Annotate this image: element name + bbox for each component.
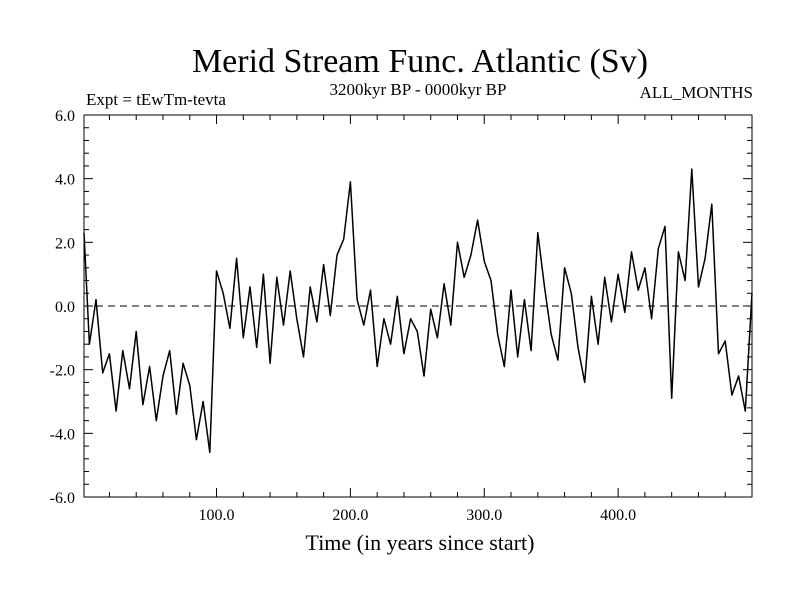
axis-ticks: 100.0 200.0 300.0 400.0 -6.0 -4.0 -2.0 0.0 2.0 4.… [50, 108, 752, 524]
chart-title: Merid Stream Func. Atlantic (Sv) [192, 43, 648, 80]
y-tick-label: -2.0 [50, 363, 75, 380]
y-tick-label: -4.0 [50, 426, 75, 443]
x-tick-label: 200.0 [332, 507, 368, 524]
x-tick-label: 300.0 [466, 507, 502, 524]
experiment-label: Expt = tEwTm-tevta [86, 90, 226, 109]
x-axis-title: Time (in years since start) [306, 530, 535, 555]
plot-frame [83, 114, 753, 498]
series-line [83, 168, 753, 454]
x-tick-label: 400.0 [600, 507, 636, 524]
y-tick-label: 4.0 [55, 172, 75, 189]
y-tick-label: 2.0 [55, 235, 75, 252]
months-label: ALL_MONTHS [640, 83, 753, 102]
y-tick-label: 0.0 [55, 299, 75, 316]
x-tick-label: 100.0 [199, 507, 235, 524]
time-range-label: 3200kyr BP - 0000kyr BP [330, 80, 507, 99]
y-tick-label: -6.0 [50, 490, 75, 507]
y-tick-label: 6.0 [55, 108, 75, 125]
